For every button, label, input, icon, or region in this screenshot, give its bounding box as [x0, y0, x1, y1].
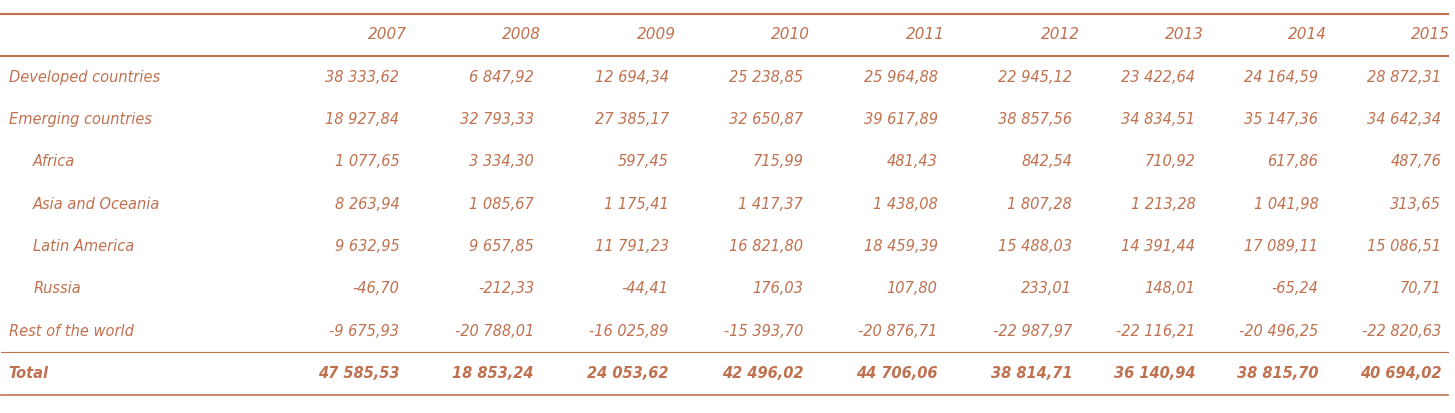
Text: 233,01: 233,01 — [1021, 281, 1072, 297]
Text: Latin America: Latin America — [33, 239, 134, 254]
Text: 2009: 2009 — [637, 27, 677, 43]
Text: 710,92: 710,92 — [1145, 154, 1196, 169]
Text: -20 876,71: -20 876,71 — [858, 324, 937, 339]
Text: 176,03: 176,03 — [752, 281, 803, 297]
Text: 38 333,62: 38 333,62 — [326, 70, 400, 85]
Text: 1 175,41: 1 175,41 — [604, 197, 668, 212]
Text: -20 788,01: -20 788,01 — [455, 324, 534, 339]
Text: 2007: 2007 — [368, 27, 407, 43]
Text: 15 488,03: 15 488,03 — [998, 239, 1072, 254]
Text: 1 807,28: 1 807,28 — [1007, 197, 1072, 212]
Text: 2012: 2012 — [1040, 27, 1080, 43]
Text: 25 964,88: 25 964,88 — [864, 70, 937, 85]
Text: 2010: 2010 — [771, 27, 810, 43]
Text: Africa: Africa — [33, 154, 76, 169]
Text: 1 213,28: 1 213,28 — [1131, 197, 1196, 212]
Text: Rest of the world: Rest of the world — [9, 324, 134, 339]
Text: -44,41: -44,41 — [621, 281, 668, 297]
Text: -212,33: -212,33 — [477, 281, 534, 297]
Text: 313,65: 313,65 — [1391, 197, 1442, 212]
Text: 1 085,67: 1 085,67 — [470, 197, 534, 212]
Text: 23 422,64: 23 422,64 — [1122, 70, 1196, 85]
Text: 70,71: 70,71 — [1400, 281, 1442, 297]
Text: -9 675,93: -9 675,93 — [329, 324, 400, 339]
Text: 44 706,06: 44 706,06 — [856, 366, 937, 381]
Text: Russia: Russia — [33, 281, 81, 297]
Text: -65,24: -65,24 — [1272, 281, 1318, 297]
Text: 25 238,85: 25 238,85 — [729, 70, 803, 85]
Text: 1 041,98: 1 041,98 — [1254, 197, 1318, 212]
Text: 22 945,12: 22 945,12 — [998, 70, 1072, 85]
Text: -20 496,25: -20 496,25 — [1240, 324, 1318, 339]
Text: -46,70: -46,70 — [352, 281, 400, 297]
Text: 12 694,34: 12 694,34 — [595, 70, 668, 85]
Text: 32 793,33: 32 793,33 — [460, 112, 534, 127]
Text: -15 393,70: -15 393,70 — [723, 324, 803, 339]
Text: 34 642,34: 34 642,34 — [1368, 112, 1442, 127]
Text: 36 140,94: 36 140,94 — [1115, 366, 1196, 381]
Text: -22 116,21: -22 116,21 — [1116, 324, 1196, 339]
Text: Total: Total — [9, 366, 48, 381]
Text: Emerging countries: Emerging countries — [9, 112, 151, 127]
Text: 18 459,39: 18 459,39 — [864, 239, 937, 254]
Text: Developed countries: Developed countries — [9, 70, 160, 85]
Text: 32 650,87: 32 650,87 — [729, 112, 803, 127]
Text: 8 263,94: 8 263,94 — [335, 197, 400, 212]
Text: 481,43: 481,43 — [886, 154, 937, 169]
Text: 617,86: 617,86 — [1267, 154, 1318, 169]
Text: 27 385,17: 27 385,17 — [595, 112, 668, 127]
Text: 1 417,37: 1 417,37 — [738, 197, 803, 212]
Text: 34 834,51: 34 834,51 — [1122, 112, 1196, 127]
Text: 2013: 2013 — [1165, 27, 1203, 43]
Text: -22 987,97: -22 987,97 — [992, 324, 1072, 339]
Text: 24 164,59: 24 164,59 — [1244, 70, 1318, 85]
Text: 9 657,85: 9 657,85 — [470, 239, 534, 254]
Text: 42 496,02: 42 496,02 — [722, 366, 803, 381]
Text: 2015: 2015 — [1411, 27, 1449, 43]
Text: 6 847,92: 6 847,92 — [470, 70, 534, 85]
Text: 38 815,70: 38 815,70 — [1237, 366, 1318, 381]
Text: 35 147,36: 35 147,36 — [1244, 112, 1318, 127]
Text: 15 086,51: 15 086,51 — [1368, 239, 1442, 254]
Text: 715,99: 715,99 — [752, 154, 803, 169]
Text: 487,76: 487,76 — [1391, 154, 1442, 169]
Text: 16 821,80: 16 821,80 — [729, 239, 803, 254]
Text: 14 391,44: 14 391,44 — [1122, 239, 1196, 254]
Text: -16 025,89: -16 025,89 — [589, 324, 668, 339]
Text: 9 632,95: 9 632,95 — [335, 239, 400, 254]
Text: 38 814,71: 38 814,71 — [991, 366, 1072, 381]
Text: 24 053,62: 24 053,62 — [586, 366, 668, 381]
Text: 3 334,30: 3 334,30 — [470, 154, 534, 169]
Text: 2014: 2014 — [1288, 27, 1327, 43]
Text: 597,45: 597,45 — [617, 154, 668, 169]
Text: 11 791,23: 11 791,23 — [595, 239, 668, 254]
Text: 18 927,84: 18 927,84 — [326, 112, 400, 127]
Text: 2008: 2008 — [502, 27, 541, 43]
Text: 18 853,24: 18 853,24 — [453, 366, 534, 381]
Text: 39 617,89: 39 617,89 — [864, 112, 937, 127]
Text: 40 694,02: 40 694,02 — [1360, 366, 1442, 381]
Text: 28 872,31: 28 872,31 — [1368, 70, 1442, 85]
Text: 38 857,56: 38 857,56 — [998, 112, 1072, 127]
Text: 1 438,08: 1 438,08 — [873, 197, 937, 212]
Text: 107,80: 107,80 — [886, 281, 937, 297]
Text: 2011: 2011 — [906, 27, 944, 43]
Text: -22 820,63: -22 820,63 — [1362, 324, 1442, 339]
Text: 17 089,11: 17 089,11 — [1244, 239, 1318, 254]
Text: 47 585,53: 47 585,53 — [319, 366, 400, 381]
Text: 842,54: 842,54 — [1021, 154, 1072, 169]
Text: 148,01: 148,01 — [1145, 281, 1196, 297]
Text: Asia and Oceania: Asia and Oceania — [33, 197, 160, 212]
Text: 1 077,65: 1 077,65 — [335, 154, 400, 169]
